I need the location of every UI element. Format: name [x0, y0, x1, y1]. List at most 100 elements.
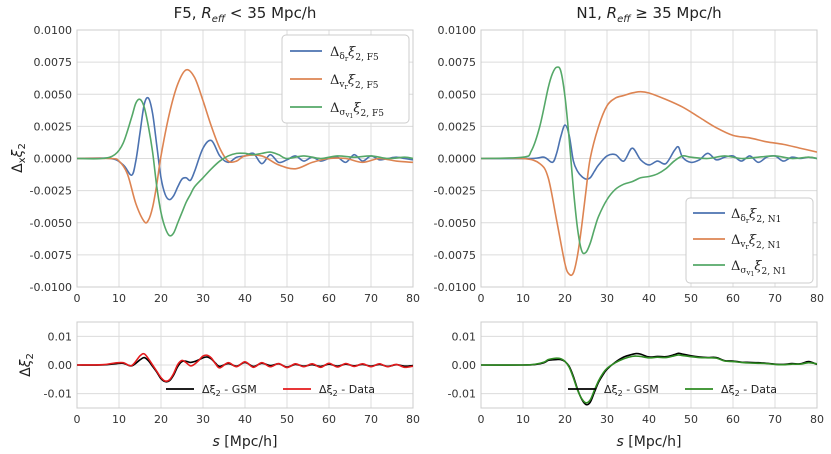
y-tick-label: -0.0075 [30, 249, 72, 262]
x-tick-label: 60 [322, 413, 336, 426]
label-part: Δ [731, 233, 740, 248]
title-part: ≥ 35 Mpc/h [630, 4, 721, 22]
x-axis-label: s [Mpc/h] [213, 434, 278, 450]
x-tick-label: 70 [768, 292, 782, 305]
x-tick-label: 0 [478, 413, 485, 426]
label-part: v [345, 111, 350, 119]
x-tick-label: 10 [516, 413, 530, 426]
y-tick-label: 0.0000 [34, 153, 73, 166]
x-tick-label: 50 [280, 413, 294, 426]
label-part: 1 [751, 271, 755, 278]
y-tick-label: 0.00 [452, 359, 477, 372]
label-part: Δ [330, 45, 339, 60]
legend-label: Δσv1ξ2, F5 [330, 101, 384, 120]
panel-title: N1, Reff ≥ 35 Mpc/h [576, 4, 721, 25]
panel-bottom-right: 0 10 20 30 40 50 60 70 80 -0.01 0.00 0.01 [448, 321, 824, 426]
title-part: R [607, 4, 617, 22]
legend-bottom: Δξ2 - GSM Δξ2 - Data [568, 383, 777, 398]
x-tick-label: 40 [238, 413, 252, 426]
title-part: R [201, 4, 211, 22]
series-line [481, 90, 817, 277]
title-part: eff [212, 14, 227, 25]
top-y-axis-label: Δxξ2 [10, 143, 28, 173]
ylabel-part: 2 [17, 143, 28, 149]
x-tick-label: 50 [280, 292, 294, 305]
label-part: v [338, 80, 345, 90]
ylabel-part: Δ [18, 367, 34, 377]
series-line [481, 66, 817, 255]
label-part: 2, F5 [361, 109, 385, 119]
xlabel-var: s [617, 434, 624, 450]
label-part: 2, N1 [756, 241, 781, 251]
y-tick-label: -0.0075 [434, 249, 476, 262]
y-tick-label: 0.0025 [438, 120, 477, 133]
label-part: ξ [348, 45, 356, 60]
title-part: F5, [174, 4, 202, 22]
x-tick-label: 60 [726, 292, 740, 305]
y-tick-label: 0.0050 [34, 88, 73, 101]
label-part: Δ [731, 207, 740, 222]
x-tick-label: 20 [154, 413, 168, 426]
label-part: - GSM [623, 383, 659, 396]
x-tick-label: 70 [768, 413, 782, 426]
x-tick-label: 20 [558, 292, 572, 305]
x-tick-label: 20 [558, 413, 572, 426]
y-tick-label: -0.0025 [434, 185, 476, 198]
series-line [77, 352, 413, 383]
y-tick-label: -0.01 [44, 388, 72, 401]
y-tick-label: -0.01 [448, 388, 476, 401]
bottom-y-axis-label: Δξ2 [18, 353, 36, 377]
x-tick-label: 0 [74, 413, 81, 426]
y-tick-label: -0.0050 [434, 217, 476, 230]
legend-label: Δvrξ2, N1 [731, 233, 781, 251]
x-tick-label: 30 [196, 413, 210, 426]
y-tick-label: 0.01 [452, 330, 477, 343]
label-part: ξ [754, 259, 762, 274]
label-part: - Data [338, 383, 375, 396]
legend-frame [281, 34, 410, 124]
label-part: 2, F5 [355, 81, 379, 91]
x-tick-label: 70 [364, 292, 378, 305]
x-tick-label: 30 [600, 413, 614, 426]
ylabel-part: ξ [10, 149, 26, 158]
legend-label: Δσv1ξ2, N1 [731, 259, 787, 278]
legend-label: Δξ2 - Data [721, 383, 777, 398]
label-part: ξ [353, 101, 361, 116]
label-part: 2, F5 [355, 53, 379, 63]
label-part: 2 [618, 389, 623, 398]
x-tick-label: 10 [112, 292, 126, 305]
x-tick-label: 80 [406, 413, 420, 426]
title-part: N1, [576, 4, 606, 22]
y-tick-label: 0.01 [48, 330, 73, 343]
x-tick-label: 40 [642, 292, 656, 305]
label-part: σ [339, 108, 345, 118]
y-tick-label: -0.0100 [434, 281, 476, 294]
panel-bottom-left: 0 10 20 30 40 50 60 70 80 -0.01 0.00 0.01 [44, 321, 420, 426]
label-part: ξ [348, 73, 356, 88]
x-tick-label: 50 [684, 292, 698, 305]
y-tick-label: 0.0075 [438, 56, 477, 69]
ylabel-part: x [17, 157, 28, 163]
ylabel-part: Δ [10, 163, 26, 173]
x-axis-label: s [Mpc/h] [617, 434, 682, 450]
y-tick-label: -0.0025 [30, 185, 72, 198]
x-tick-label: 40 [238, 292, 252, 305]
legend-label: Δξ2 - GSM [604, 383, 659, 398]
ylabel-part: ξ [18, 359, 34, 368]
ylabel-part: 2 [25, 353, 36, 359]
xlabel-unit: [Mpc/h] [220, 434, 278, 450]
x-tick-label: 20 [154, 292, 168, 305]
x-tick-label: 70 [364, 413, 378, 426]
series-line [77, 68, 413, 224]
label-part: Δ [330, 73, 339, 88]
legend-label: Δξ2 - GSM [202, 383, 257, 398]
legend-frame [685, 197, 814, 284]
label-part: 2, N1 [762, 267, 787, 277]
label-part: Δξ [319, 383, 333, 396]
label-part: ξ [749, 233, 757, 248]
label-part: Δξ [721, 383, 735, 396]
x-tick-label: 60 [726, 413, 740, 426]
label-part: 2 [735, 389, 740, 398]
legend-bottom: Δξ2 - GSM Δξ2 - Data [166, 383, 375, 398]
